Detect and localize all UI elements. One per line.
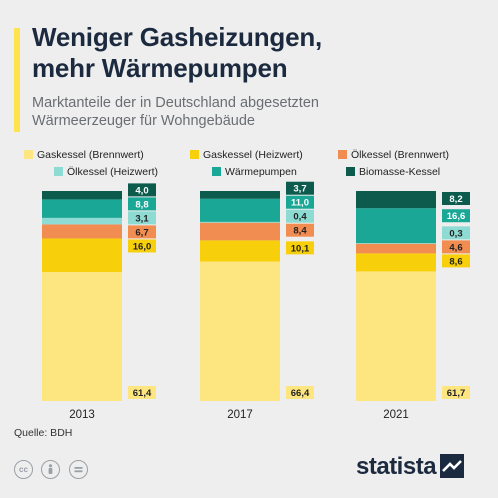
brand-name: statista	[356, 453, 437, 480]
legend-swatch	[190, 149, 199, 159]
bar-segment	[42, 191, 122, 200]
legend-label: Gaskessel (Heizwert)	[203, 149, 303, 161]
bar-segment	[42, 272, 122, 401]
bar-segment	[200, 198, 280, 222]
legend: Gaskessel (Brennwert) Gaskessel (Heizwert…	[0, 148, 498, 184]
bar-segment	[200, 261, 280, 401]
legend-item: Biomasse-Kessel	[346, 165, 440, 179]
page-title: Weniger Gasheizungen, mehr Wärmepumpen	[32, 22, 322, 84]
value-label: 8,6	[449, 256, 462, 267]
value-label-bg	[286, 209, 314, 223]
value-label-bg	[442, 386, 470, 399]
value-label: 10,1	[291, 243, 310, 254]
value-label-bg	[286, 241, 314, 255]
legend-item: Ölkessel (Brennwert)	[338, 148, 449, 162]
statista-mark-icon	[440, 453, 465, 478]
legend-label: Biomasse-Kessel	[359, 166, 441, 178]
x-tick-label: 2017	[227, 409, 253, 421]
value-label: 4,6	[449, 242, 462, 253]
legend-swatch	[54, 166, 63, 176]
value-label-bg	[286, 223, 314, 237]
value-label-bg	[128, 386, 156, 399]
accent-bar	[14, 28, 20, 132]
value-label-bg	[442, 240, 470, 254]
bar-segment	[42, 217, 122, 225]
statista-logo[interactable]: statista	[356, 452, 465, 482]
value-label-bg	[286, 195, 314, 209]
bar-segment	[200, 222, 280, 241]
legend-label: Gaskessel (Brennwert)	[37, 149, 144, 161]
subtitle: Marktanteile der in Deutschland abgesetz…	[32, 94, 319, 130]
bar-segment	[200, 240, 280, 262]
value-label: 0,3	[449, 228, 462, 239]
value-label: 8,8	[135, 199, 148, 210]
equals-icon[interactable]	[68, 460, 88, 479]
value-label: 3,1	[135, 213, 149, 224]
title-line-1: Weniger Gasheizungen,	[32, 22, 323, 52]
x-tick-label: 2021	[383, 409, 409, 421]
person-icon[interactable]	[41, 460, 61, 479]
value-label-bg	[128, 211, 156, 225]
value-label: 0,4	[293, 212, 307, 223]
bar-segment	[356, 243, 436, 254]
value-label-bg	[442, 254, 470, 268]
bar-segment	[42, 224, 122, 239]
bar-segment	[356, 271, 436, 401]
value-label: 61,7	[447, 388, 466, 399]
bar-segment	[200, 221, 280, 223]
legend-swatch	[338, 149, 347, 159]
value-label: 61,4	[133, 388, 152, 399]
subtitle-line-2: Wärmeerzeuger für Wohngebäude	[32, 113, 255, 129]
legend-label: Ölkessel (Heizwert)	[67, 166, 159, 178]
legend-label: Wärmepumpen	[225, 166, 297, 178]
value-label-bg	[128, 197, 156, 211]
license-icons: cc	[14, 460, 92, 480]
value-label-bg	[286, 386, 314, 399]
legend-item: Gaskessel (Brennwert)	[24, 148, 144, 162]
title-line-2: mehr Wärmepumpen	[32, 53, 288, 83]
value-label-bg	[442, 209, 470, 223]
value-label-bg	[442, 192, 470, 205]
value-label: 16,0	[133, 241, 152, 252]
legend-item: Wärmepumpen	[212, 165, 297, 179]
value-label-bg	[286, 181, 314, 195]
bar-segment	[42, 238, 122, 273]
value-label: 4,0	[135, 185, 148, 196]
bar-segment	[356, 253, 436, 272]
value-label-bg	[128, 239, 156, 253]
x-tick-label: 2013	[69, 409, 95, 421]
legend-item: Gaskessel (Heizwert)	[190, 148, 303, 162]
value-label-bg	[128, 183, 156, 197]
value-label: 8,2	[449, 194, 462, 205]
legend-swatch	[212, 166, 221, 176]
value-label: 11,0	[291, 198, 309, 209]
legend-swatch	[24, 149, 33, 159]
legend-item: Ölkessel (Heizwert)	[54, 165, 158, 179]
subtitle-line-1: Marktanteile der in Deutschland abgesetz…	[32, 95, 319, 111]
source-note: Quelle: BDH	[14, 427, 73, 439]
value-label: 8,4	[293, 226, 307, 237]
legend-label: Ölkessel (Brennwert)	[351, 149, 450, 161]
value-label-bg	[442, 226, 470, 240]
value-label-bg	[128, 225, 156, 239]
bar-segment	[356, 191, 436, 209]
cc-icon[interactable]: cc	[14, 460, 33, 479]
value-label: 16,6	[447, 211, 466, 222]
value-label: 3,7	[293, 184, 306, 195]
bar-segment	[356, 208, 436, 244]
bar-segment	[42, 199, 122, 218]
legend-swatch	[346, 166, 355, 176]
value-label: 6,7	[135, 227, 148, 238]
value-label: 66,4	[291, 388, 310, 399]
bar-segment	[200, 191, 280, 199]
bar-segment	[356, 243, 436, 244]
